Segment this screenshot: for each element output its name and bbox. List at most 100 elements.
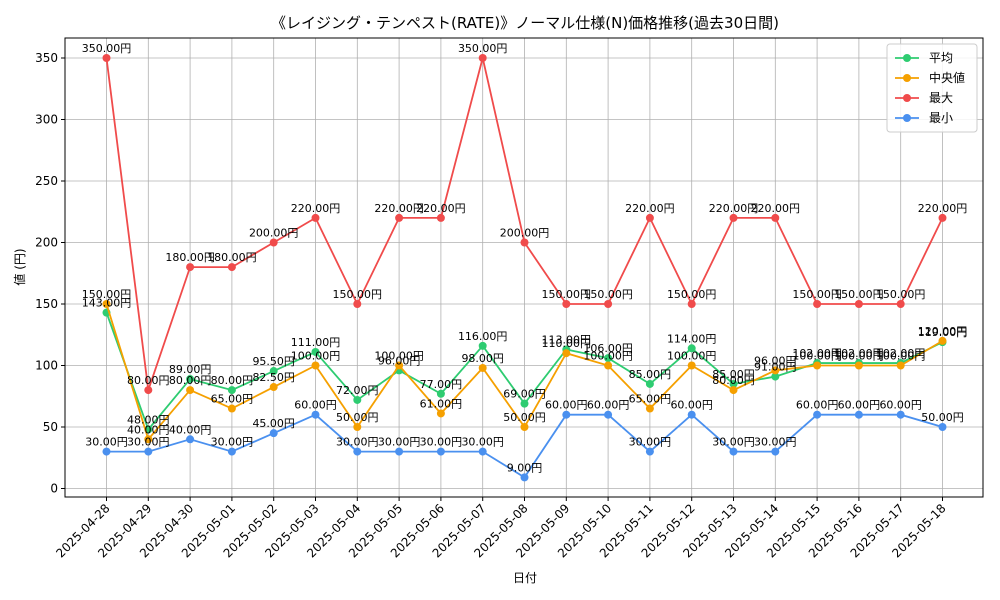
- data-label: 100.00円: [291, 350, 341, 363]
- data-label: 30.00円: [712, 436, 755, 449]
- data-label: 100.00円: [374, 350, 424, 363]
- data-point: [395, 361, 404, 370]
- data-point: [227, 386, 236, 395]
- data-label: 220.00円: [918, 202, 968, 215]
- y-tick-label: 0: [50, 482, 58, 496]
- data-point: [813, 361, 822, 370]
- data-label: 150.00円: [876, 288, 926, 301]
- data-point: [896, 361, 905, 370]
- data-label: 180.00円: [207, 251, 257, 264]
- data-label: 89.00円: [169, 363, 212, 376]
- data-label: 30.00円: [420, 436, 463, 449]
- legend-box: [886, 43, 978, 133]
- data-point: [813, 410, 822, 419]
- data-label: 150.00円: [834, 288, 884, 301]
- data-point: [771, 213, 780, 222]
- data-label: 150.00円: [542, 288, 592, 301]
- data-point: [353, 423, 362, 431]
- y-tick-label: 100: [35, 359, 58, 373]
- chart-title: 《レイジング・テンペスト(RATE)》ノーマル仕様(N)価格推移(過去30日間): [271, 14, 779, 32]
- data-point: [395, 447, 404, 456]
- data-label: 100.00円: [834, 350, 884, 363]
- data-point: [854, 361, 863, 370]
- data-label: 150.00円: [667, 288, 717, 301]
- data-point: [854, 300, 863, 308]
- data-point: [353, 300, 362, 308]
- y-tick-label: 150: [35, 297, 58, 311]
- data-point: [687, 344, 696, 353]
- data-point: [771, 372, 780, 381]
- data-label: 40.00円: [169, 423, 212, 436]
- y-tick-label: 300: [35, 113, 58, 127]
- data-point: [436, 213, 445, 222]
- data-label: 200.00円: [500, 227, 550, 240]
- data-point: [604, 410, 613, 419]
- data-label: 106.00円: [583, 342, 633, 355]
- data-label: 60.00円: [670, 399, 713, 412]
- data-point: [269, 383, 278, 392]
- data-label: 150.00円: [82, 288, 132, 301]
- data-label: 150.00円: [792, 288, 842, 301]
- data-label: 60.00円: [294, 399, 337, 412]
- data-label: 95.50円: [252, 355, 295, 368]
- data-point: [269, 367, 278, 376]
- data-label: 30.00円: [85, 436, 128, 449]
- data-label: 102.00円: [834, 347, 884, 360]
- data-point: [395, 213, 404, 222]
- data-label: 61.00円: [420, 397, 463, 410]
- data-label: 220.00円: [751, 202, 801, 215]
- data-point: [604, 354, 613, 363]
- data-point: [645, 379, 654, 388]
- data-point: [896, 410, 905, 419]
- data-point: [478, 447, 487, 456]
- data-point: [186, 435, 195, 444]
- data-label: 100.00円: [792, 350, 842, 363]
- data-label: 85.00円: [712, 368, 755, 381]
- data-point: [227, 263, 236, 272]
- data-label: 100.00円: [667, 350, 717, 363]
- y-tick-label: 200: [35, 236, 58, 250]
- data-label: 102.00円: [876, 347, 926, 360]
- y-tick-label: 250: [35, 174, 58, 188]
- data-point: [478, 341, 487, 350]
- legend-entry: 平均: [929, 51, 953, 65]
- data-point: [227, 404, 236, 413]
- data-point: [436, 447, 445, 456]
- data-label: 65.00円: [211, 393, 254, 406]
- data-point: [478, 363, 487, 372]
- data-point: [311, 213, 320, 222]
- data-point: [687, 300, 696, 308]
- data-point: [227, 447, 236, 456]
- data-point: [938, 213, 947, 222]
- data-point: [186, 375, 195, 384]
- data-point: [604, 361, 613, 370]
- data-point: [520, 399, 529, 408]
- series: [102, 54, 947, 482]
- data-label: 143.00円: [82, 297, 132, 310]
- grid: [65, 38, 983, 497]
- legend-entry: 最大: [929, 91, 953, 105]
- legend-swatch-marker: [903, 74, 911, 82]
- data-point: [813, 300, 822, 308]
- data-label: 91.00円: [754, 361, 797, 374]
- data-label: 30.00円: [127, 436, 170, 449]
- legend-swatch-marker: [903, 94, 911, 102]
- x-axis-label: 日付: [513, 571, 537, 585]
- data-point: [269, 429, 278, 438]
- data-point: [645, 213, 654, 222]
- data-label: 45.00円: [252, 417, 295, 430]
- data-label: 50.00円: [503, 411, 546, 424]
- data-point: [436, 389, 445, 398]
- data-point: [729, 447, 738, 456]
- data-point: [896, 300, 905, 308]
- data-label: 30.00円: [211, 436, 254, 449]
- data-label: 150.00円: [333, 288, 383, 301]
- data-label: 72.00円: [336, 384, 379, 397]
- data-point: [729, 213, 738, 222]
- data-label: 111.00円: [291, 336, 341, 349]
- data-label: 60.00円: [796, 399, 839, 412]
- data-point: [562, 349, 571, 358]
- data-point: [520, 423, 529, 431]
